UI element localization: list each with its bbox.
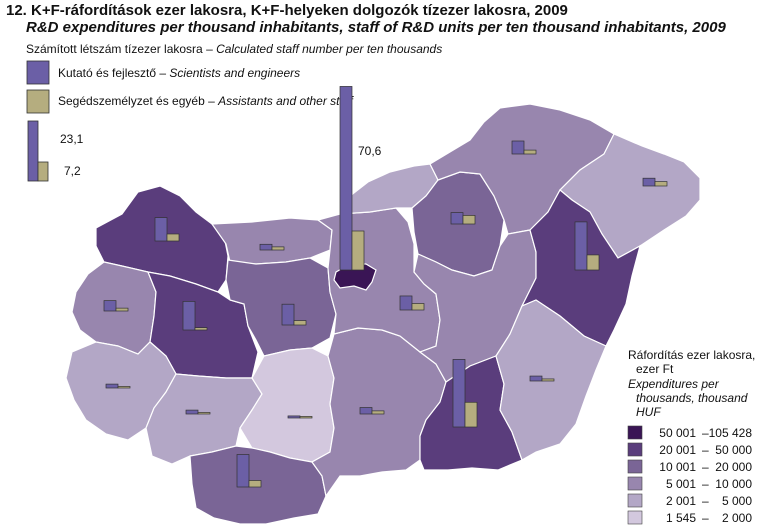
assistants-bar-bacs-kiskun xyxy=(371,410,385,415)
researchers-bar-szabolcs-szatmar-bereg xyxy=(642,177,656,187)
researchers-bar-borsod-abauj-zemplen xyxy=(511,140,525,155)
assistants-bar-komarom-esztergom xyxy=(271,246,285,251)
researchers-bar-heves xyxy=(450,212,464,225)
expenditure-class-from: 10 001 xyxy=(659,460,696,474)
researchers-bar-veszprem xyxy=(182,301,196,331)
assistants-bar-budapest xyxy=(351,230,365,271)
staff-legend-heading: Számított létszám tízezer lakosra – Calc… xyxy=(26,42,442,56)
expenditure-class-swatch xyxy=(627,476,643,491)
expenditure-class-dash: – xyxy=(702,443,709,457)
expenditure-class-swatch xyxy=(627,493,643,508)
sample-researchers-value: 23,1 xyxy=(60,132,84,146)
sample-researchers-bar xyxy=(27,120,39,182)
expenditure-legend-heading-hu-1: Ráfordítás ezer lakosra, xyxy=(628,348,755,362)
expenditure-class-from: 1 545 xyxy=(666,511,696,525)
researchers-legend-label: Kutató és fejlesztő – Scientists and eng… xyxy=(58,66,300,80)
expenditure-legend: Ráfordítás ezer lakosra, ezer Ft Expendi… xyxy=(627,348,755,525)
assistants-bar-fejer xyxy=(293,320,307,326)
researchers-bar-vas xyxy=(103,300,117,312)
researchers-bar-bacs-kiskun xyxy=(359,407,373,415)
assistants-bar-szabolcs-szatmar-bereg xyxy=(654,181,668,187)
expenditure-class-to: 50 000 xyxy=(715,443,752,457)
expenditure-class-dash: – xyxy=(702,511,709,525)
assistants-bar-somogy xyxy=(197,412,211,415)
researchers-bar-csongrad xyxy=(452,359,466,428)
expenditure-class-dash: – xyxy=(702,494,709,508)
assistants-swatch xyxy=(26,89,50,114)
expenditure-class-swatch xyxy=(627,442,643,457)
expenditure-legend-heading-hu-2: ezer Ft xyxy=(636,362,674,376)
expenditure-class-to: 10 000 xyxy=(715,477,752,491)
researchers-bar-gyor-moson-sopron xyxy=(154,217,168,242)
expenditure-class-dash: – xyxy=(702,477,709,491)
expenditure-legend-heading-en-2: thousands, thousand xyxy=(636,391,748,405)
assistants-bar-heves xyxy=(462,215,476,225)
assistants-bar-hajdu-bihar xyxy=(586,254,600,271)
researchers-bar-tolna xyxy=(287,415,301,419)
expenditure-class-swatch xyxy=(627,459,643,474)
expenditure-legend-heading-en-3: HUF xyxy=(636,405,661,419)
county-komarom-esztergom xyxy=(210,217,333,265)
researchers-bar-pest xyxy=(399,295,413,311)
researchers-bar-komarom-esztergom xyxy=(259,243,273,251)
assistants-bar-borsod-abauj-zemplen xyxy=(523,149,537,155)
assistants-bar-bekes xyxy=(541,378,555,382)
assistants-bar-vas xyxy=(115,307,129,312)
map-title-hungarian: 12. K+F-ráfordítások ezer lakosra, K+F-h… xyxy=(6,2,568,19)
assistants-bar-csongrad xyxy=(464,401,478,428)
sample-assistants-bar xyxy=(37,161,49,182)
assistants-bar-veszprem xyxy=(194,327,208,331)
sample-assistants-value: 7,2 xyxy=(64,164,81,178)
assistants-bar-tolna xyxy=(299,416,313,419)
expenditure-class-dash: – xyxy=(702,426,709,440)
assistants-bar-zala xyxy=(117,386,131,389)
county-staff-bars xyxy=(103,86,668,488)
expenditure-class-from: 5 001 xyxy=(666,477,696,491)
researchers-bar-baranya xyxy=(236,454,250,488)
expenditure-class-to: 20 000 xyxy=(715,460,752,474)
researchers-bar-fejer xyxy=(281,303,295,326)
expenditure-legend-heading-en-1: Expenditures per xyxy=(628,377,720,391)
expenditure-class-from: 20 001 xyxy=(659,443,696,457)
assistants-bar-baranya xyxy=(248,480,262,488)
staff-legend: Számított létszám tízezer lakosra – Calc… xyxy=(26,42,442,182)
researchers-bar-somogy xyxy=(185,409,199,415)
assistants-legend-label: Segédszemélyzet és egyéb – Assistants an… xyxy=(58,94,355,108)
expenditure-class-to: 105 428 xyxy=(709,426,753,440)
expenditure-class-swatch xyxy=(627,510,643,525)
budapest-researchers-value: 70,6 xyxy=(358,144,382,158)
expenditure-class-to: 5 000 xyxy=(722,494,752,508)
map-title-english: R&D expenditures per thousand inhabitant… xyxy=(26,19,726,36)
counties xyxy=(65,103,701,525)
researchers-bar-budapest xyxy=(339,86,353,271)
researchers-bar-bekes xyxy=(529,375,543,382)
researchers-bar-zala xyxy=(105,383,119,389)
expenditure-class-dash: – xyxy=(702,460,709,474)
expenditure-class-swatch xyxy=(627,425,643,440)
expenditure-class-from: 2 001 xyxy=(666,494,696,508)
assistants-bar-gyor-moson-sopron xyxy=(166,233,180,242)
researchers-swatch xyxy=(26,60,50,85)
expenditure-class-to: 2 000 xyxy=(722,511,752,525)
researchers-bar-hajdu-bihar xyxy=(574,221,588,271)
expenditure-class-from: 50 001 xyxy=(659,426,696,440)
assistants-bar-pest xyxy=(411,303,425,311)
